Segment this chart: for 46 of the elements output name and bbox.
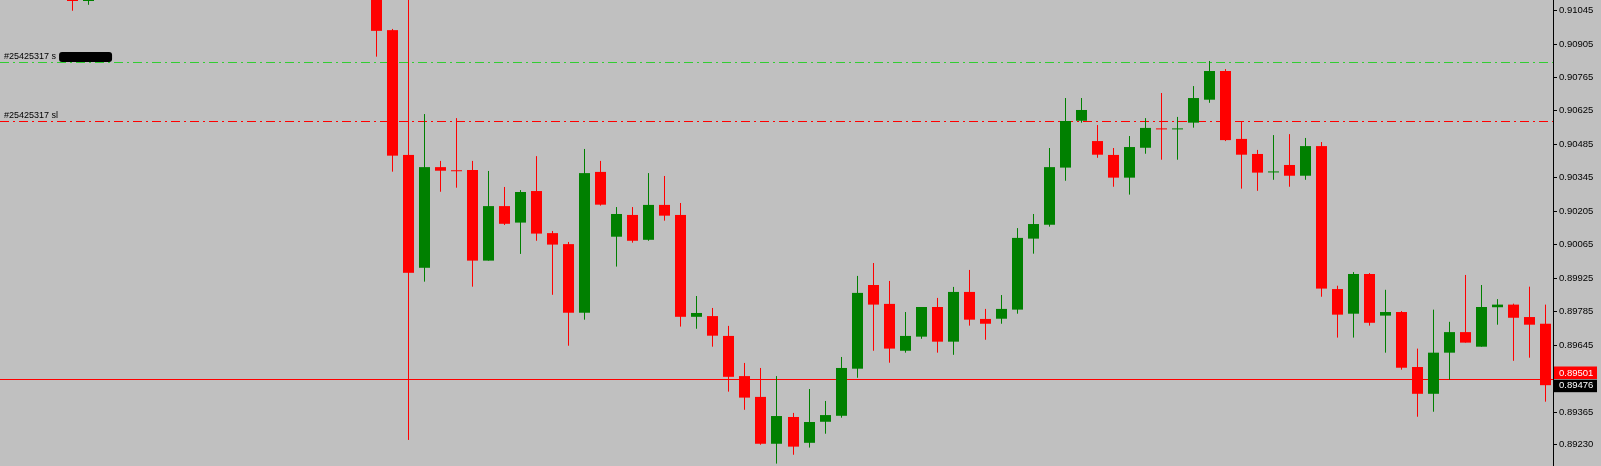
y-tick-label: 0.90205 [1559, 205, 1594, 217]
candlestick [611, 206, 622, 268]
y-tick-label: 0.89785 [1559, 305, 1594, 317]
ref-line-label: 0.89501 [1559, 366, 1594, 378]
candlestick [67, 0, 78, 12]
y-tick-label: 0.90065 [1559, 238, 1594, 250]
ref-line-label: #25425317 sl [4, 109, 59, 120]
candlestick [547, 230, 558, 296]
candlestick [1268, 134, 1279, 181]
y-tick-label: 0.89230 [1559, 438, 1594, 450]
candlestick [1444, 321, 1455, 381]
candlestick [1460, 274, 1471, 344]
candlestick [435, 160, 446, 193]
text: 0.89476 [1559, 379, 1594, 391]
y-tick-label: 0.89645 [1559, 339, 1594, 351]
candlestick [499, 186, 510, 226]
candlestick [996, 294, 1007, 325]
candlestick [868, 262, 879, 352]
candlestick [804, 388, 815, 449]
candlestick [1108, 147, 1119, 188]
candlestick [1524, 286, 1535, 359]
candlestick [83, 0, 94, 6]
candlestick [1284, 133, 1295, 188]
y-tick-label: 0.89365 [1559, 406, 1594, 418]
candlestick [659, 175, 670, 222]
candlestick [1252, 149, 1263, 192]
candlestick [820, 400, 831, 435]
ref-line-label: #25425317 s [4, 50, 57, 61]
y-tick-label: 0.90905 [1559, 38, 1594, 50]
y-tick-label: 0.90625 [1559, 104, 1594, 116]
y-tick-label: 0.90485 [1559, 138, 1594, 150]
candlestick [691, 295, 702, 330]
y-tick-label: 0.89925 [1559, 272, 1594, 284]
candlestick [1028, 213, 1039, 255]
y-tick-label: 0.90345 [1559, 171, 1594, 183]
candlestick [1172, 116, 1183, 161]
candlestick [1380, 289, 1391, 354]
candlestick [707, 307, 718, 348]
y-tick-label: 0.90765 [1559, 71, 1594, 83]
y-tick-label: 0.91045 [1559, 4, 1594, 16]
candlestick [1076, 97, 1087, 124]
candlestick [900, 311, 911, 354]
candlestick [1508, 303, 1519, 362]
candlestick [1092, 124, 1103, 159]
candlestick [980, 308, 991, 341]
candlestick [1140, 117, 1151, 155]
